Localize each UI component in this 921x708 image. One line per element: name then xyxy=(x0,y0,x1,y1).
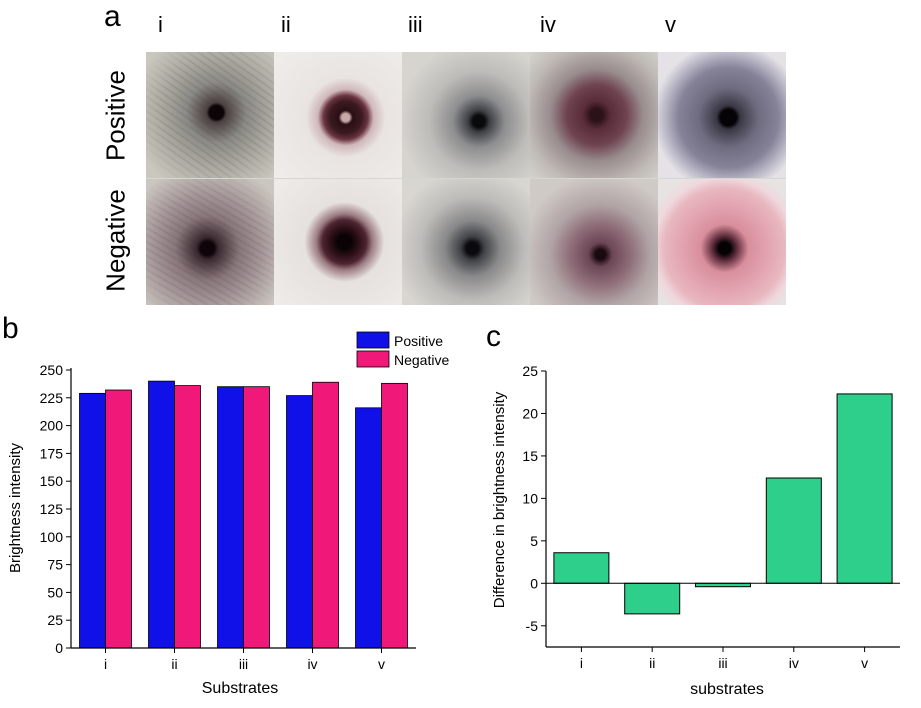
b-ytick-label: 225 xyxy=(40,390,64,406)
legend-label-positive: Positive xyxy=(394,333,443,349)
column-label-iii: iii xyxy=(408,12,423,37)
b-ytick-label: 0 xyxy=(55,640,63,656)
bar-negative-ii xyxy=(174,385,201,649)
bar-difference-v xyxy=(836,393,893,584)
b-y-axis-label: Brightness intensity xyxy=(7,442,24,573)
c-xtick-label: v xyxy=(861,655,868,671)
bar-negative-iv xyxy=(312,381,339,649)
c-ytick-label: 20 xyxy=(522,405,538,421)
b-xtick-label: i xyxy=(104,656,107,672)
b-xtick-label: v xyxy=(378,656,385,672)
c-x-axis-label: substrates xyxy=(690,681,764,698)
c-xtick-label: iv xyxy=(789,655,799,671)
photo-positive-i xyxy=(146,52,274,178)
b-ytick-label: 100 xyxy=(40,529,64,545)
photo-negative-i xyxy=(146,179,274,305)
c-xtick-label: ii xyxy=(649,655,655,671)
row-label-negative: Negative xyxy=(100,189,131,292)
bar-positive-v xyxy=(355,407,382,649)
c-y-axis-label: Difference in brightness intensity xyxy=(491,391,508,608)
column-label-v: v xyxy=(665,12,676,37)
c-xtick-label: iii xyxy=(718,655,727,671)
legend-swatch-negative xyxy=(356,350,390,368)
c-ytick-label: 10 xyxy=(522,490,538,506)
bar-negative-i xyxy=(105,389,132,649)
b-x-axis-label: Substrates xyxy=(202,680,278,697)
column-label-iv: iv xyxy=(540,12,556,37)
b-xtick-label: iii xyxy=(239,656,248,672)
photo-positive-iv xyxy=(530,52,658,178)
panel-b-letter: b xyxy=(2,312,19,345)
b-ytick-label: 50 xyxy=(47,584,63,600)
c-ytick-label: 25 xyxy=(522,363,538,379)
b-ytick-label: 175 xyxy=(40,445,64,461)
b-ytick-label: 125 xyxy=(40,501,64,517)
b-xtick-label: iv xyxy=(307,656,317,672)
c-xtick-label: i xyxy=(580,655,583,671)
b-ytick-label: 200 xyxy=(40,418,64,434)
c-ytick-label: -5 xyxy=(526,618,539,634)
b-ytick-label: 150 xyxy=(40,473,64,489)
column-label-i: i xyxy=(158,12,163,37)
photo-negative-iii xyxy=(402,179,530,305)
c-ytick-label: 5 xyxy=(530,533,538,549)
photo-negative-ii xyxy=(274,179,402,305)
photo-negative-v xyxy=(658,179,786,305)
legend-swatch-positive xyxy=(356,331,390,349)
bar-positive-i xyxy=(79,392,106,649)
photo-positive-v xyxy=(658,52,786,178)
photo-grid xyxy=(146,52,786,305)
b-ytick-label: 25 xyxy=(47,612,63,628)
bar-difference-iv xyxy=(765,477,822,584)
b-legend: Positive Negative xyxy=(356,331,449,368)
photo-negative-iv xyxy=(530,179,658,305)
b-ytick-label: 250 xyxy=(40,362,64,378)
b-ytick-label: 75 xyxy=(47,557,63,573)
bar-negative-iii xyxy=(243,386,270,649)
bar-positive-iii xyxy=(217,386,244,649)
bar-positive-ii xyxy=(148,380,175,649)
b-xtick-label: ii xyxy=(171,656,177,672)
legend-label-negative: Negative xyxy=(394,352,449,368)
bar-difference-i xyxy=(553,552,610,584)
panel-c-letter: c xyxy=(486,320,501,353)
c-ytick-label: 0 xyxy=(530,575,538,591)
bar-difference-ii xyxy=(624,582,681,615)
bar-negative-v xyxy=(381,382,408,649)
row-label-positive: Positive xyxy=(100,69,131,162)
bar-positive-iv xyxy=(286,395,313,649)
column-label-ii: ii xyxy=(281,12,291,37)
bar-difference-iii xyxy=(695,582,751,588)
c-ytick-label: 15 xyxy=(522,448,538,464)
photo-positive-ii xyxy=(274,52,402,178)
photo-positive-iii xyxy=(402,52,530,178)
panel-a-letter: a xyxy=(104,0,121,33)
